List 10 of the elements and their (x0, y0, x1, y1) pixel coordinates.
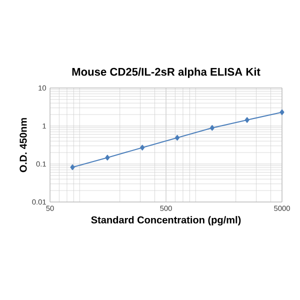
point (140, 144, 145, 150)
point (70, 164, 75, 170)
point (210, 125, 214, 131)
point (174, 134, 180, 141)
point (105, 154, 110, 160)
point (244, 117, 250, 123)
x-axis-title: Standard Concentration (pg/ml) (91, 216, 241, 226)
y-axis-title: O.D. 450nm (20, 118, 27, 172)
point (280, 109, 284, 116)
chart-title: Mouse CD25/IL-2sR alpha ELISA Kit (72, 68, 260, 78)
